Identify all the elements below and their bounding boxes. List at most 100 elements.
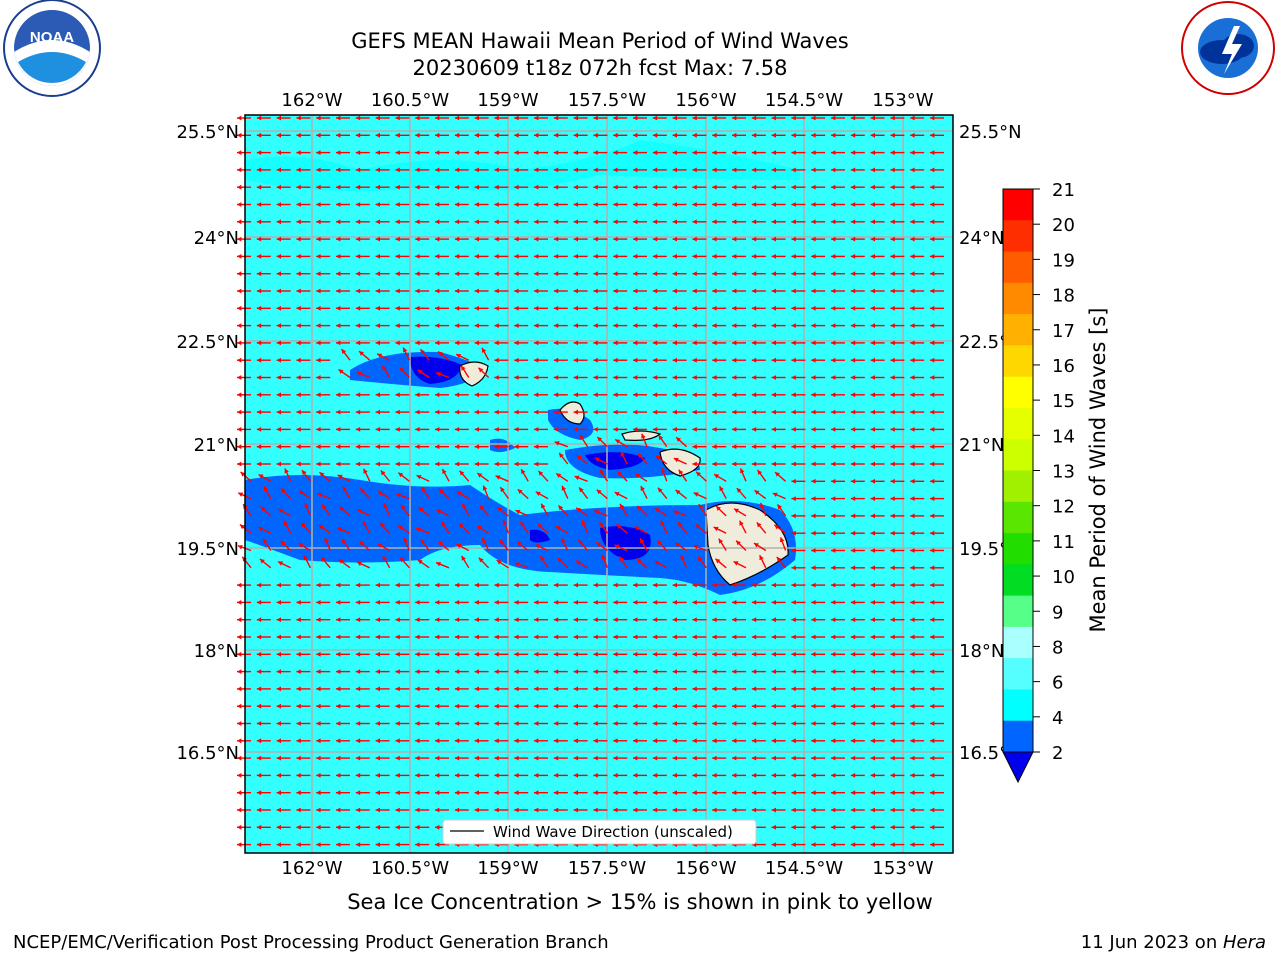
wave-direction-arrow [318,524,331,534]
wave-direction-arrow [870,530,885,536]
wave-direction-arrow [237,184,251,190]
wave-direction-arrow [276,375,291,380]
wave-direction-arrow [930,548,944,553]
wave-direction-arrow [399,366,410,378]
wave-direction-arrow [712,582,727,588]
wave-direction-arrow [256,773,271,778]
wave-direction-arrow [930,184,944,190]
wave-direction-arrow [613,271,628,277]
island-kauai [459,361,489,387]
wave-direction-arrow [634,526,648,534]
wave-direction-arrow [910,548,925,553]
wave-direction-arrow [395,409,410,415]
wave-direction-arrow [237,375,251,380]
wave-direction-arrow [514,721,529,726]
wave-direction-arrow [633,427,647,432]
wave-direction-arrow [593,773,608,778]
colorbar-swatch [1003,533,1033,565]
wave-direction-arrow [633,305,647,311]
wave-direction-arrow [553,202,568,207]
wave-direction-arrow [336,686,350,692]
wave-direction-arrow [553,790,568,796]
wave-direction-arrow [672,773,687,778]
wave-direction-arrow [383,502,391,517]
wave-direction-arrow [870,824,885,830]
wave-direction-arrow [237,755,251,761]
wave-direction-arrow [712,409,727,415]
wave-direction-arrow [415,773,430,778]
wave-direction-arrow [633,409,647,415]
wave-direction-arrow [811,790,826,796]
wave-direction-arrow [553,271,568,277]
wave-direction-arrow [712,305,727,311]
wave-direction-arrow [459,470,470,482]
wave-direction-arrow [910,634,925,640]
wave-direction-arrow [573,392,588,398]
wave-direction-arrow [454,184,469,190]
wave-direction-arrow [910,513,925,519]
wave-direction-arrow [534,167,548,173]
wave-direction-arrow [534,651,548,657]
wave-direction-arrow [633,254,647,259]
wave-direction-arrow [296,807,311,813]
wave-direction-arrow [930,617,944,623]
wave-direction-arrow [692,323,707,328]
wave-direction-arrow [237,617,251,623]
wave-direction-arrow [771,634,786,640]
wave-direction-arrow [375,132,390,138]
wave-direction-arrow [652,202,667,207]
wave-direction-arrow [692,357,707,363]
wave-direction-arrow [375,842,390,847]
wave-direction-arrow [316,703,331,709]
wave-direction-arrow [930,115,944,121]
wave-direction-arrow [613,738,628,744]
wave-direction-arrow [831,271,845,277]
colorbar-swatch [1003,439,1033,471]
wave-direction-arrow [771,790,786,796]
wave-direction-arrow [811,755,826,761]
wave-direction-arrow [237,634,251,640]
wave-direction-arrow [652,773,667,778]
wave-direction-arrow [456,543,470,552]
lat-label-left-1: 24°N [194,228,239,249]
wave-direction-arrow [573,773,588,778]
wave-direction-arrow [435,561,450,569]
wave-direction-arrow [553,721,568,726]
wave-direction-arrow [336,167,350,173]
wave-direction-arrow [276,582,291,588]
wave-direction-arrow [636,557,648,569]
wave-direction-arrow [732,444,746,450]
wave-direction-arrow [375,236,390,242]
wave-direction-arrow [791,703,806,709]
wave-direction-arrow [474,738,489,744]
wave-direction-arrow [415,219,430,225]
wave-direction-arrow [514,773,529,778]
colorbar-swatch [1003,564,1033,597]
wave-direction-arrow [712,773,727,778]
wave-direction-arrow [395,392,410,398]
wave-direction-arrow [930,478,944,484]
wave-direction-arrow [355,305,370,311]
wave-direction-arrow [692,409,707,415]
wave-direction-arrow [553,254,568,259]
wave-direction-arrow [655,455,668,465]
wave-direction-arrow [415,132,430,138]
colorbar-tick-label: 2 [1052,743,1063,764]
wave-direction-arrow [395,582,410,588]
wave-direction-arrow [692,634,707,640]
wave-direction-arrow [930,842,944,847]
wave-direction-arrow [593,202,608,207]
wave-direction-arrow [474,254,489,259]
wave-direction-arrow [415,617,430,623]
wave-direction-arrow [474,167,489,173]
wave-direction-arrow [771,755,786,761]
wave-direction-arrow [930,427,944,432]
wave-direction-arrow [870,271,885,277]
wave-direction-arrow [633,755,647,761]
wave-direction-arrow [930,807,944,813]
wave-direction-arrow [751,409,766,415]
wave-direction-arrow [850,478,865,484]
wave-direction-arrow [276,790,291,796]
wave-direction-arrow [316,738,331,744]
noaa-logo: NOAA [3,0,101,97]
